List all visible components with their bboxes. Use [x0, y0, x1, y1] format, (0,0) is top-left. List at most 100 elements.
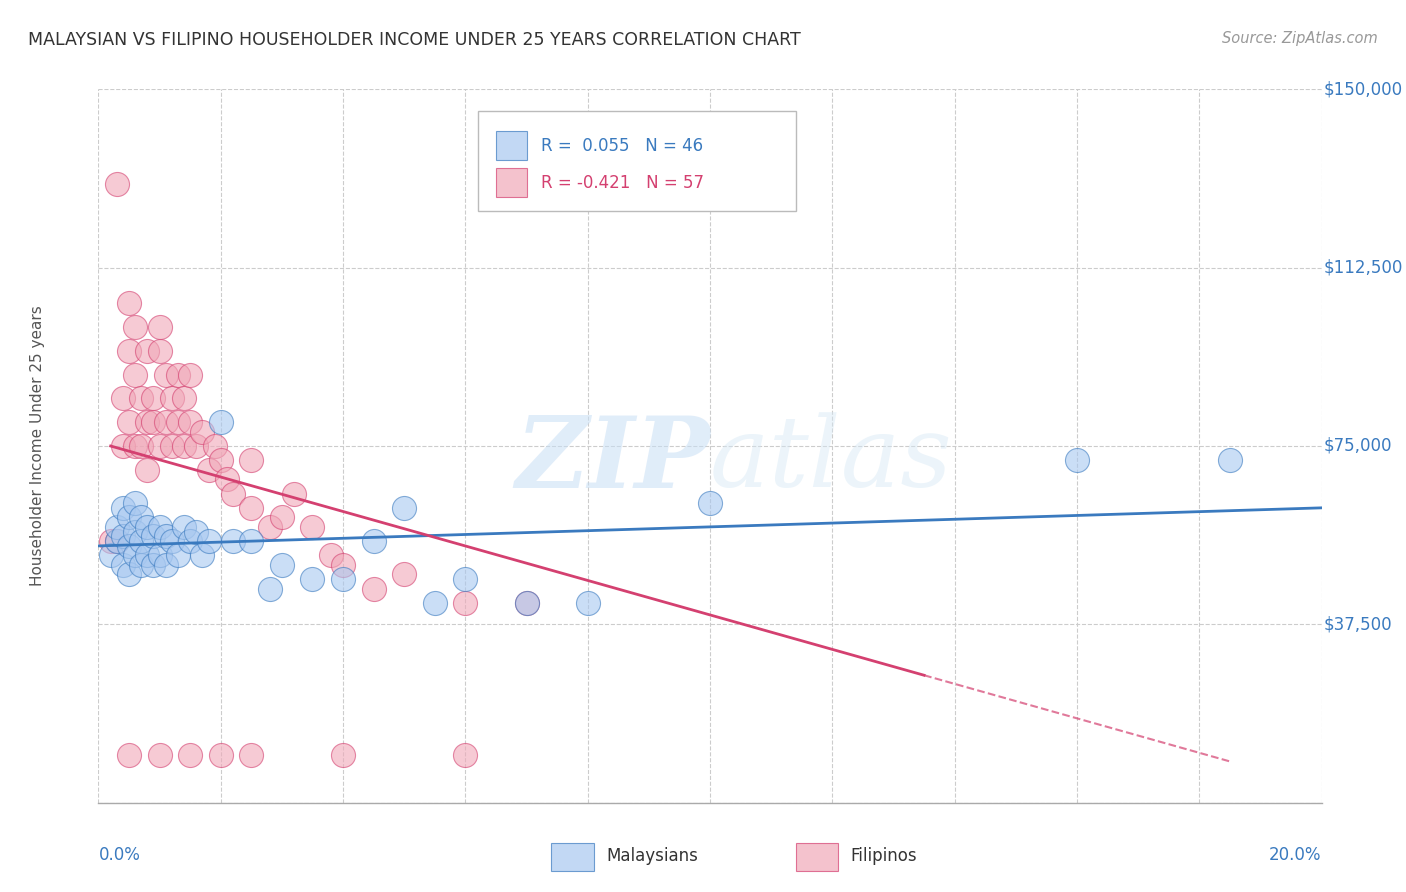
Point — [173, 439, 195, 453]
Text: Malaysians: Malaysians — [606, 847, 697, 865]
Point — [105, 534, 128, 549]
Point — [173, 392, 195, 406]
Point — [129, 439, 152, 453]
Point — [209, 453, 232, 467]
Point — [392, 567, 416, 582]
Point — [259, 520, 281, 534]
Point — [363, 582, 385, 596]
Point — [118, 415, 141, 429]
Point — [149, 343, 172, 358]
Point — [118, 343, 141, 358]
Point — [155, 368, 177, 382]
Point — [142, 392, 165, 406]
Point — [699, 496, 721, 510]
Point — [270, 510, 292, 524]
Point — [105, 178, 128, 192]
Text: Filipinos: Filipinos — [851, 847, 917, 865]
Point — [1066, 453, 1088, 467]
Point — [392, 500, 416, 515]
Point — [283, 486, 305, 500]
Point — [105, 520, 128, 534]
Point — [270, 558, 292, 572]
Point — [240, 748, 263, 763]
Point — [142, 558, 165, 572]
Point — [454, 748, 477, 763]
Point — [167, 415, 190, 429]
Point — [124, 368, 146, 382]
Bar — [796, 844, 838, 871]
Point — [111, 439, 134, 453]
Point — [197, 463, 219, 477]
Point — [118, 748, 141, 763]
Point — [111, 529, 134, 543]
Text: R =  0.055   N = 46: R = 0.055 N = 46 — [541, 136, 703, 154]
Point — [129, 510, 152, 524]
FancyBboxPatch shape — [478, 111, 796, 211]
Bar — [496, 169, 526, 197]
Point — [454, 572, 477, 586]
Point — [155, 558, 177, 572]
Point — [160, 439, 183, 453]
Point — [516, 596, 538, 610]
Point — [423, 596, 446, 610]
Point — [124, 549, 146, 563]
Point — [118, 510, 141, 524]
Point — [160, 392, 183, 406]
Point — [100, 534, 122, 549]
Point — [179, 748, 201, 763]
Point — [111, 558, 134, 572]
Point — [301, 520, 323, 534]
Point — [105, 534, 128, 549]
Point — [259, 582, 281, 596]
Bar — [551, 844, 593, 871]
Point — [142, 415, 165, 429]
Point — [100, 549, 122, 563]
Point — [363, 534, 385, 549]
Text: R = -0.421   N = 57: R = -0.421 N = 57 — [541, 174, 704, 192]
Point — [179, 415, 201, 429]
Point — [191, 549, 214, 563]
Point — [155, 415, 177, 429]
Text: Householder Income Under 25 years: Householder Income Under 25 years — [30, 306, 45, 586]
Point — [209, 748, 232, 763]
Point — [215, 472, 238, 486]
Point — [167, 549, 190, 563]
Point — [516, 596, 538, 610]
Point — [124, 320, 146, 334]
Text: $150,000: $150,000 — [1324, 80, 1403, 98]
Point — [204, 439, 226, 453]
Text: ZIP: ZIP — [515, 412, 710, 508]
Text: 0.0%: 0.0% — [98, 846, 141, 863]
Point — [301, 572, 323, 586]
Point — [209, 415, 232, 429]
Point — [129, 392, 152, 406]
Point — [319, 549, 342, 563]
Point — [576, 596, 599, 610]
Text: atlas: atlas — [710, 413, 953, 508]
Point — [173, 520, 195, 534]
Point — [136, 549, 159, 563]
Point — [124, 496, 146, 510]
Text: MALAYSIAN VS FILIPINO HOUSEHOLDER INCOME UNDER 25 YEARS CORRELATION CHART: MALAYSIAN VS FILIPINO HOUSEHOLDER INCOME… — [28, 31, 801, 49]
Point — [240, 534, 263, 549]
Text: $112,500: $112,500 — [1324, 259, 1403, 277]
Point — [149, 748, 172, 763]
Point — [142, 529, 165, 543]
Text: $37,500: $37,500 — [1324, 615, 1393, 633]
Point — [179, 368, 201, 382]
Point — [111, 392, 134, 406]
Point — [129, 558, 152, 572]
Point — [222, 534, 245, 549]
Point — [136, 343, 159, 358]
Point — [167, 368, 190, 382]
Point — [149, 320, 172, 334]
Point — [332, 572, 354, 586]
Point — [136, 520, 159, 534]
Point — [136, 463, 159, 477]
Point — [186, 524, 208, 539]
Point — [222, 486, 245, 500]
Point — [1219, 453, 1241, 467]
Point — [186, 439, 208, 453]
Point — [240, 453, 263, 467]
Point — [149, 520, 172, 534]
